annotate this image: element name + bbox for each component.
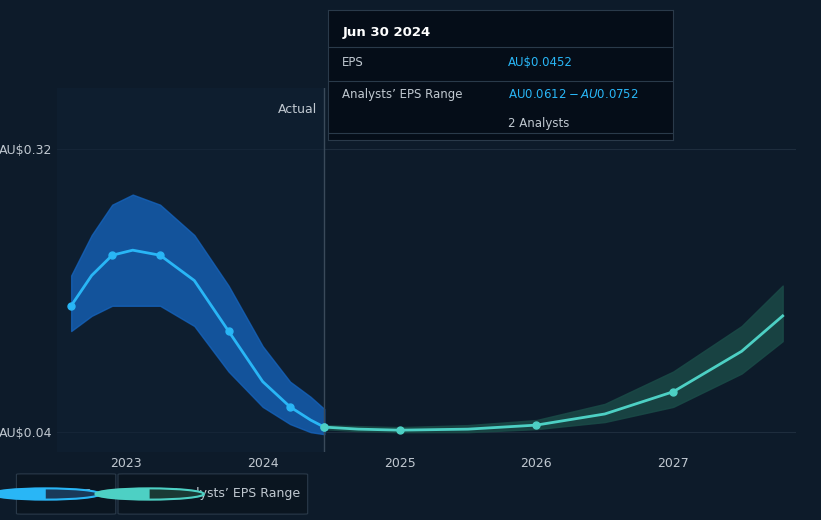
- Wedge shape: [0, 488, 46, 500]
- Text: AU$0.0612 - AU$0.0752: AU$0.0612 - AU$0.0752: [507, 88, 639, 101]
- Text: EPS: EPS: [68, 488, 92, 500]
- Text: Analysts Forecasts: Analysts Forecasts: [331, 103, 447, 116]
- Text: Analysts’ EPS Range: Analysts’ EPS Range: [342, 88, 463, 101]
- Text: Actual: Actual: [278, 103, 318, 116]
- Text: EPS: EPS: [342, 56, 364, 69]
- FancyBboxPatch shape: [16, 474, 116, 514]
- Wedge shape: [95, 488, 149, 500]
- FancyBboxPatch shape: [118, 474, 308, 514]
- Text: AU$0.0452: AU$0.0452: [507, 56, 572, 69]
- Circle shape: [95, 488, 204, 500]
- Text: Analysts’ EPS Range: Analysts’ EPS Range: [172, 488, 300, 500]
- Text: Jun 30 2024: Jun 30 2024: [342, 26, 430, 39]
- Circle shape: [0, 488, 100, 500]
- Bar: [57, 88, 324, 452]
- Text: 2 Analysts: 2 Analysts: [507, 117, 569, 130]
